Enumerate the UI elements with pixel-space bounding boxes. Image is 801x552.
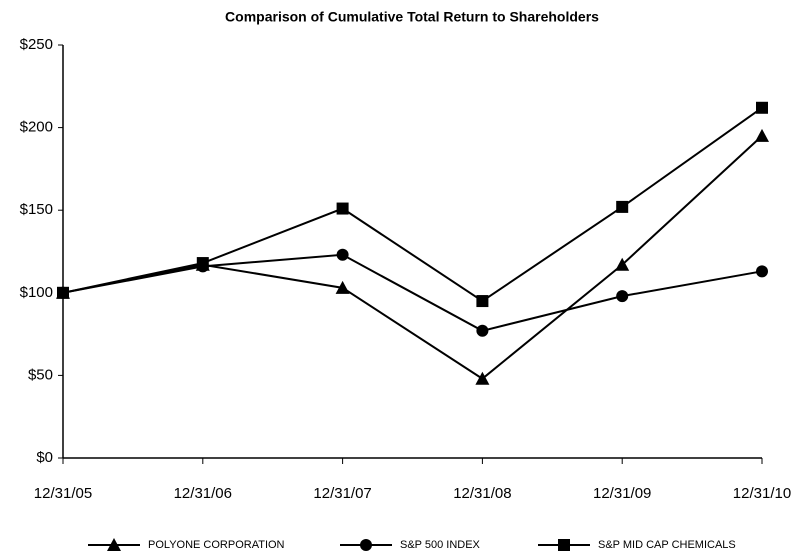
y-tick-label: $250 <box>20 36 53 53</box>
data-point <box>616 200 629 213</box>
data-point <box>476 295 489 308</box>
chart-title: Comparison of Cumulative Total Return to… <box>225 9 599 25</box>
data-point <box>755 128 769 142</box>
y-tick-label: $0 <box>36 449 53 466</box>
legend-marker <box>360 539 372 551</box>
data-point <box>196 257 209 270</box>
data-point <box>476 324 489 337</box>
y-tick-label: $50 <box>28 366 53 383</box>
x-tick-label: 12/31/07 <box>313 485 371 502</box>
data-point <box>57 286 69 299</box>
x-tick-label: 12/31/09 <box>593 485 651 502</box>
legend-marker <box>107 538 121 551</box>
x-tick-label: 12/31/06 <box>174 485 232 502</box>
x-tick-label: 12/31/10 <box>733 485 791 502</box>
data-point <box>335 280 350 294</box>
data-point <box>615 257 630 271</box>
y-tick-label: $150 <box>20 201 53 218</box>
data-point <box>336 248 349 261</box>
legend-label: S&P MID CAP CHEMICALS <box>598 539 736 551</box>
series-line <box>62 106 763 303</box>
data-point <box>475 371 490 385</box>
data-point <box>756 265 768 278</box>
x-tick-label: 12/31/08 <box>453 485 511 502</box>
data-point <box>616 290 629 303</box>
data-point <box>756 101 768 114</box>
data-point <box>336 202 349 215</box>
series-line <box>62 135 763 380</box>
legend-label: S&P 500 INDEX <box>400 539 481 551</box>
y-tick-label: $200 <box>20 119 53 136</box>
legend-label: POLYONE CORPORATION <box>148 539 285 551</box>
x-tick-label: 12/31/05 <box>34 485 92 502</box>
series-line <box>62 253 763 332</box>
legend-marker <box>558 539 570 551</box>
y-tick-label: $100 <box>20 284 53 301</box>
